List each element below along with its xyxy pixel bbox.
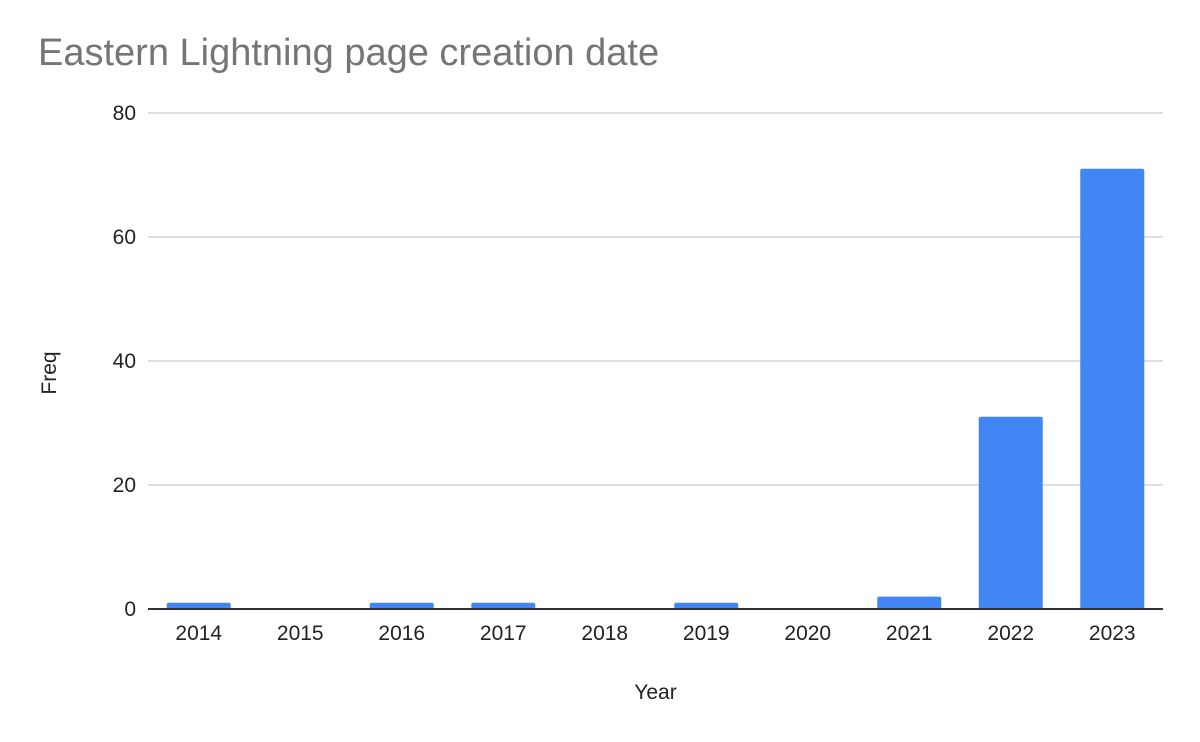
chart-title: Eastern Lightning page creation date [38,32,660,74]
bar [978,416,1043,609]
y-tick-label: 80 [113,102,136,125]
bar [369,602,434,609]
x-tick-label: 2015 [277,622,324,645]
y-tick-label: 20 [113,474,136,497]
y-tick-label: 0 [124,598,136,621]
x-tick-label: 2016 [378,622,425,645]
bar [877,596,942,609]
x-tick-label: 2022 [987,622,1034,645]
x-tick-label: 2021 [886,622,933,645]
axes: 0 20 40 60 80 2014 2015 2016 2017 2018 2019 2020 202… [113,102,1163,645]
bar [674,602,739,609]
bar [1080,168,1145,610]
x-tick-label: 2023 [1089,622,1136,645]
y-tick-label: 40 [113,350,136,373]
x-axis-title: Year [634,681,676,704]
x-tick-label: 2018 [581,622,628,645]
y-tick-label: 60 [113,226,136,249]
y-axis-title: Freq [38,351,61,394]
x-tick-label: 2020 [784,622,831,645]
x-tick-label: 2019 [683,622,730,645]
bar [471,602,536,609]
bars [166,168,1145,610]
x-tick-label: 2014 [175,622,222,645]
bar [166,602,231,609]
x-tick-label: 2017 [480,622,527,645]
